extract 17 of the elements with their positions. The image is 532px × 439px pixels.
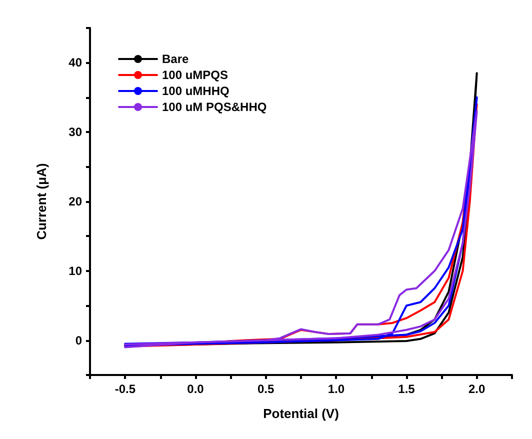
legend-label: Bare bbox=[162, 52, 190, 66]
x-tick-label: 1.0 bbox=[328, 382, 345, 396]
legend-label: 100 uMPQS bbox=[162, 68, 228, 82]
y-tick-label: 30 bbox=[68, 125, 82, 140]
y-tick-label: 0 bbox=[75, 333, 82, 348]
x-tick-label: 2.0 bbox=[468, 382, 486, 396]
legend-label: 100 uMHHQ bbox=[162, 84, 230, 98]
x-axis-title: Potential (V) bbox=[263, 406, 339, 421]
y-axis-title: Current (μA) bbox=[34, 163, 49, 240]
x-tick-label: 0.5 bbox=[257, 382, 274, 396]
y-tick-label: 20 bbox=[68, 194, 82, 208]
x-tick-label: 1.5 bbox=[398, 382, 416, 396]
y-tick-label: 10 bbox=[68, 264, 82, 278]
x-tick-label: -0.5 bbox=[114, 382, 136, 396]
y-tick-label: 40 bbox=[68, 56, 82, 70]
legend-label: 100 uM PQS&HHQ bbox=[162, 100, 267, 114]
x-tick-label: 0.0 bbox=[187, 382, 204, 396]
